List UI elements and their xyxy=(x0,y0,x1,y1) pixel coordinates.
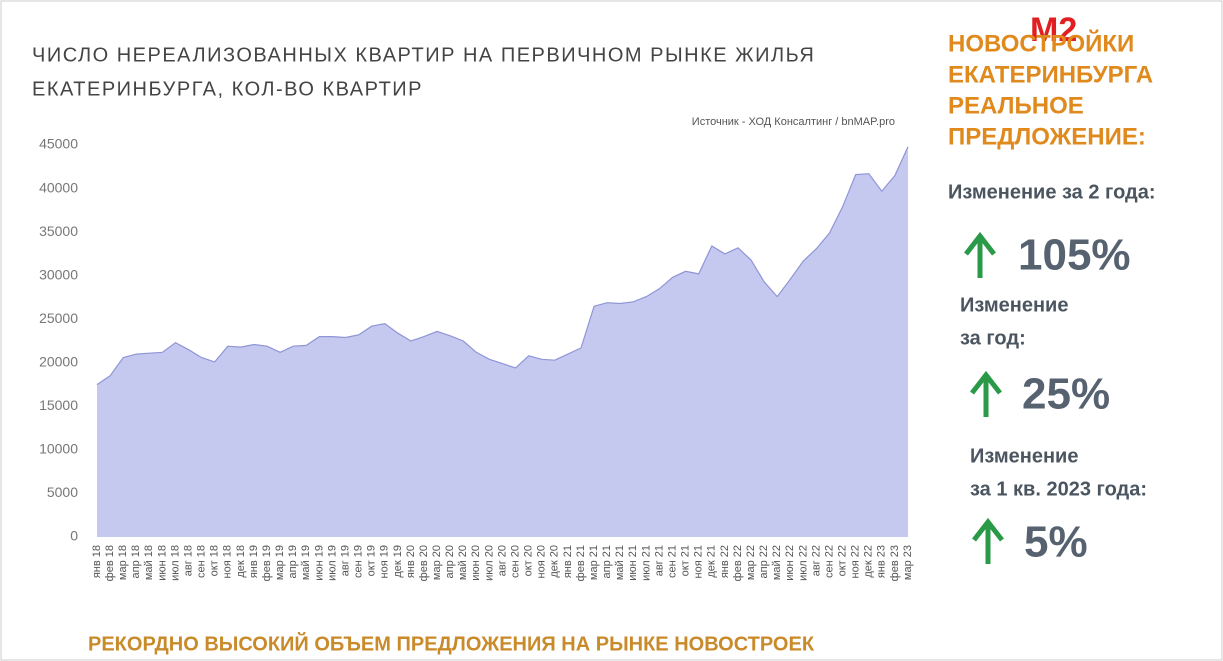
x-tick-label: янв 23 xyxy=(876,545,888,578)
y-tick-label: 35000 xyxy=(39,223,78,239)
x-tick-label: апр 19 xyxy=(287,545,299,578)
y-tick-label: 45000 xyxy=(39,136,78,152)
x-tick-label: май 18 xyxy=(143,545,155,580)
chart-title: ЕКАТЕРИНБУРГА, КОЛ-ВО КВАРТИР xyxy=(32,78,423,100)
x-tick-label: фев 21 xyxy=(575,545,587,581)
x-tick-label: авг 22 xyxy=(810,545,822,576)
panel-title: ЕКАТЕРИНБУРГА xyxy=(948,61,1153,88)
x-tick-label: мар 23 xyxy=(902,545,914,580)
x-tick-label: ноя 22 xyxy=(850,545,862,578)
panel-title: ПРЕДЛОЖЕНИЕ: xyxy=(948,123,1146,150)
logo: M2 xyxy=(1030,11,1077,49)
area xyxy=(97,146,908,537)
y-tick-label: 30000 xyxy=(39,266,78,282)
x-tick-label: сен 18 xyxy=(196,545,208,578)
y-tick-label: 40000 xyxy=(39,179,78,195)
change-label: Изменение за 2 года: xyxy=(948,181,1156,203)
x-tick-label: янв 22 xyxy=(719,545,731,578)
source: Источник - ХОД Консалтинг / bnMAP.pro xyxy=(692,116,895,128)
panel-title: НОВОСТРОЙКИ xyxy=(948,29,1134,57)
x-tick-label: июл 22 xyxy=(797,545,809,581)
x-tick-label: мар 18 xyxy=(117,545,129,580)
x-tick-label: июл 18 xyxy=(169,545,181,581)
y-tick-label: 20000 xyxy=(39,353,78,369)
x-tick-label: янв 21 xyxy=(562,545,574,578)
x-tick-label: ноя 19 xyxy=(379,545,391,578)
x-tick-label: авг 19 xyxy=(339,545,351,576)
x-tick-label: авг 18 xyxy=(182,545,194,576)
x-tick-label: сен 20 xyxy=(509,545,521,578)
x-tick-label: дек 19 xyxy=(392,545,404,578)
x-tick-label: окт 18 xyxy=(209,545,221,576)
x-tick-label: апр 18 xyxy=(130,545,142,578)
x-tick-label: мар 19 xyxy=(274,545,286,580)
footer: РЕКОРДНО ВЫСОКИЙ ОБЪЕМ ПРЕДЛОЖЕНИЯ НА РЫ… xyxy=(88,631,815,655)
x-tick-label: май 20 xyxy=(457,545,469,580)
x-tick-label: янв 18 xyxy=(91,545,103,578)
change-label: Изменение xyxy=(970,445,1078,467)
y-tick-label: 10000 xyxy=(39,441,78,457)
x-tick-label: мар 21 xyxy=(588,545,600,580)
x-tick-label: дек 18 xyxy=(235,545,247,578)
change-label: Изменение xyxy=(960,294,1068,316)
change-value: 25% xyxy=(1022,370,1110,419)
x-tick-label: июл 20 xyxy=(483,545,495,581)
chart-title: ЧИСЛО НЕРЕАЛИЗОВАННЫХ КВАРТИР НА ПЕРВИЧН… xyxy=(32,44,815,66)
x-tick-label: май 21 xyxy=(614,545,626,580)
up-arrow xyxy=(970,370,1002,417)
x-tick-label: ноя 18 xyxy=(222,545,234,578)
x-tick-label: окт 19 xyxy=(366,545,378,576)
x-tick-label: дек 22 xyxy=(863,545,875,578)
x-tick-label: июн 18 xyxy=(156,545,168,581)
panel-title: РЕАЛЬНОЕ xyxy=(948,92,1084,119)
x-tick-label: янв 19 xyxy=(248,545,260,578)
x-tick-label: сен 21 xyxy=(666,545,678,578)
y-tick-label: 5000 xyxy=(47,484,78,500)
x-tick-label: июн 21 xyxy=(627,545,639,581)
x-tick-label: окт 20 xyxy=(523,545,535,576)
x-tick-label: июл 21 xyxy=(640,545,652,581)
x-tick-label: фев 22 xyxy=(732,545,744,581)
x-tick-label: мар 20 xyxy=(431,545,443,580)
x-tick-label: май 22 xyxy=(771,545,783,580)
x-tick-label: июн 19 xyxy=(313,545,325,581)
x-tick-label: июл 19 xyxy=(326,545,338,581)
x-tick-label: фев 19 xyxy=(261,545,273,581)
y-tick-label: 15000 xyxy=(39,397,78,413)
x-tick-label: ноя 21 xyxy=(693,545,705,578)
x-tick-label: дек 20 xyxy=(549,545,561,578)
x-tick-label: сен 22 xyxy=(823,545,835,578)
change-value: 5% xyxy=(1024,518,1088,567)
x-tick-label: ноя 20 xyxy=(536,545,548,578)
x-tick-label: авг 20 xyxy=(496,545,508,576)
y-tick-label: 25000 xyxy=(39,310,78,326)
x-tick-label: апр 22 xyxy=(758,545,770,578)
x-tick-label: фев 18 xyxy=(104,545,116,581)
area-line xyxy=(96,146,909,386)
x-tick-label: апр 21 xyxy=(601,545,613,578)
y-tick-label: 0 xyxy=(70,528,78,544)
x-tick-label: июн 20 xyxy=(470,545,482,581)
x-tick-label: июн 22 xyxy=(784,545,796,581)
x-tick-label: фев 20 xyxy=(418,545,430,581)
x-tick-label: мар 22 xyxy=(745,545,757,580)
x-tick-label: дек 21 xyxy=(706,545,718,578)
x-tick-label: авг 21 xyxy=(653,545,665,576)
change-label: за 1 кв. 2023 года: xyxy=(970,478,1147,500)
x-tick-label: фев 23 xyxy=(889,545,901,581)
x-tick-label: окт 22 xyxy=(837,545,849,576)
change-label: за год: xyxy=(960,327,1026,349)
x-tick-label: сен 19 xyxy=(353,545,365,578)
x-tick-label: окт 21 xyxy=(680,545,692,576)
x-tick-label: май 19 xyxy=(300,545,312,580)
up-arrow xyxy=(964,231,996,278)
up-arrow xyxy=(972,517,1004,564)
change-value: 105% xyxy=(1018,231,1131,280)
x-tick-label: апр 20 xyxy=(444,545,456,578)
x-tick-label: янв 20 xyxy=(405,545,417,578)
